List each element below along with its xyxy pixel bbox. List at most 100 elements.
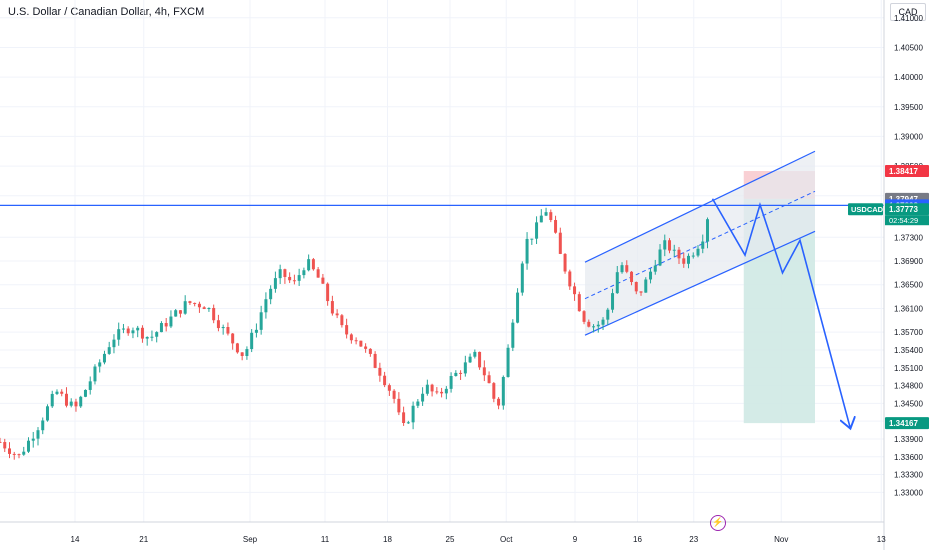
y-tick-label: 1.39500 [894,103,923,112]
candle-body [254,329,258,333]
candle [392,389,396,404]
candle [69,398,73,408]
candle [454,370,458,377]
y-tick-label: 1.33000 [894,488,923,497]
candle-body [174,310,178,317]
candle [592,324,596,333]
candle-body [340,315,344,326]
candle [264,292,268,319]
candle-body [402,412,406,423]
candle [606,307,610,326]
candle-body [644,279,648,293]
candles [0,207,709,460]
candle-body [554,219,558,233]
candle [501,375,505,410]
candle [516,288,520,324]
y-tick-label: 1.36100 [894,304,923,313]
candle-body [330,301,334,314]
candle-body [454,372,458,377]
candle-body [193,302,197,304]
candle [140,325,144,343]
candle [383,371,387,388]
candle [197,301,201,313]
x-tick-label: 16 [633,535,642,544]
y-tick-label: 1.36900 [894,257,923,266]
candle-body [69,401,73,406]
price-tag-value: 1.34167 [889,419,918,428]
candle-body [354,340,358,342]
candle [131,327,135,339]
candle-body [112,339,116,348]
candle-body [7,448,11,454]
candle [378,362,382,382]
candle [473,349,477,359]
x-tick-label: 13 [877,535,886,544]
channel-lower-line [584,230,816,336]
candle-body [411,405,415,423]
candle [444,386,448,400]
currency-button[interactable]: CAD [890,3,926,21]
candle [440,387,444,398]
candle [706,217,709,249]
candle [364,343,368,353]
candle [269,285,273,305]
candle [544,207,548,217]
candle-body [383,375,387,386]
candle-body [539,215,543,223]
candle [102,350,106,365]
candle-body [221,327,225,329]
lightning-icon[interactable]: ⚡ [710,515,726,531]
channel-midline [584,190,816,300]
y-tick-label: 1.33300 [894,471,923,480]
candle [321,273,325,284]
time-axis[interactable]: 14 21 Sep 11 18 25 Oct 9 16 23 Nov 13 [71,535,887,544]
candle-body [74,401,78,407]
candle [449,372,453,393]
candle-body [31,438,35,441]
candle-body [311,259,315,270]
y-tick-label: 1.35400 [894,346,923,355]
candle-body [430,384,434,392]
candle-body [226,327,230,334]
candle [482,360,486,382]
candle-body [41,420,45,431]
candle-body [611,293,615,310]
candle-body [126,328,130,334]
candle-body [468,356,472,363]
candle [506,344,510,378]
candle-body [207,307,211,310]
x-tick-label: 25 [446,535,455,544]
candle-body [0,441,2,443]
candle-body [563,253,567,272]
y-tick-label: 1.34500 [894,399,923,408]
candle-body [145,336,149,339]
candle-body [231,333,235,344]
candle [212,304,216,324]
candle-body [473,351,477,357]
x-tick-label: 11 [321,535,330,544]
candle-body [653,265,657,272]
candle-body [620,265,624,273]
candle-body [164,323,168,327]
candle-body [345,325,349,335]
candle [587,319,591,328]
candle-body [378,367,382,376]
candle-body [397,398,401,413]
candle [31,431,35,448]
price-tag-value: 1.37773 [889,205,918,214]
candle-body [64,393,68,406]
x-tick-label: 14 [71,535,80,544]
candle-body [516,292,520,323]
candle [307,254,311,272]
candle [549,209,553,223]
candle [178,310,182,318]
candle [326,282,330,306]
x-tick-label: Nov [774,535,788,544]
candle [193,302,197,307]
candle [492,381,496,403]
candle [416,399,420,409]
price-tag: 1.37773 02:54:29 USDCAD [848,203,929,226]
candle-body [691,255,695,257]
candle [145,336,149,346]
